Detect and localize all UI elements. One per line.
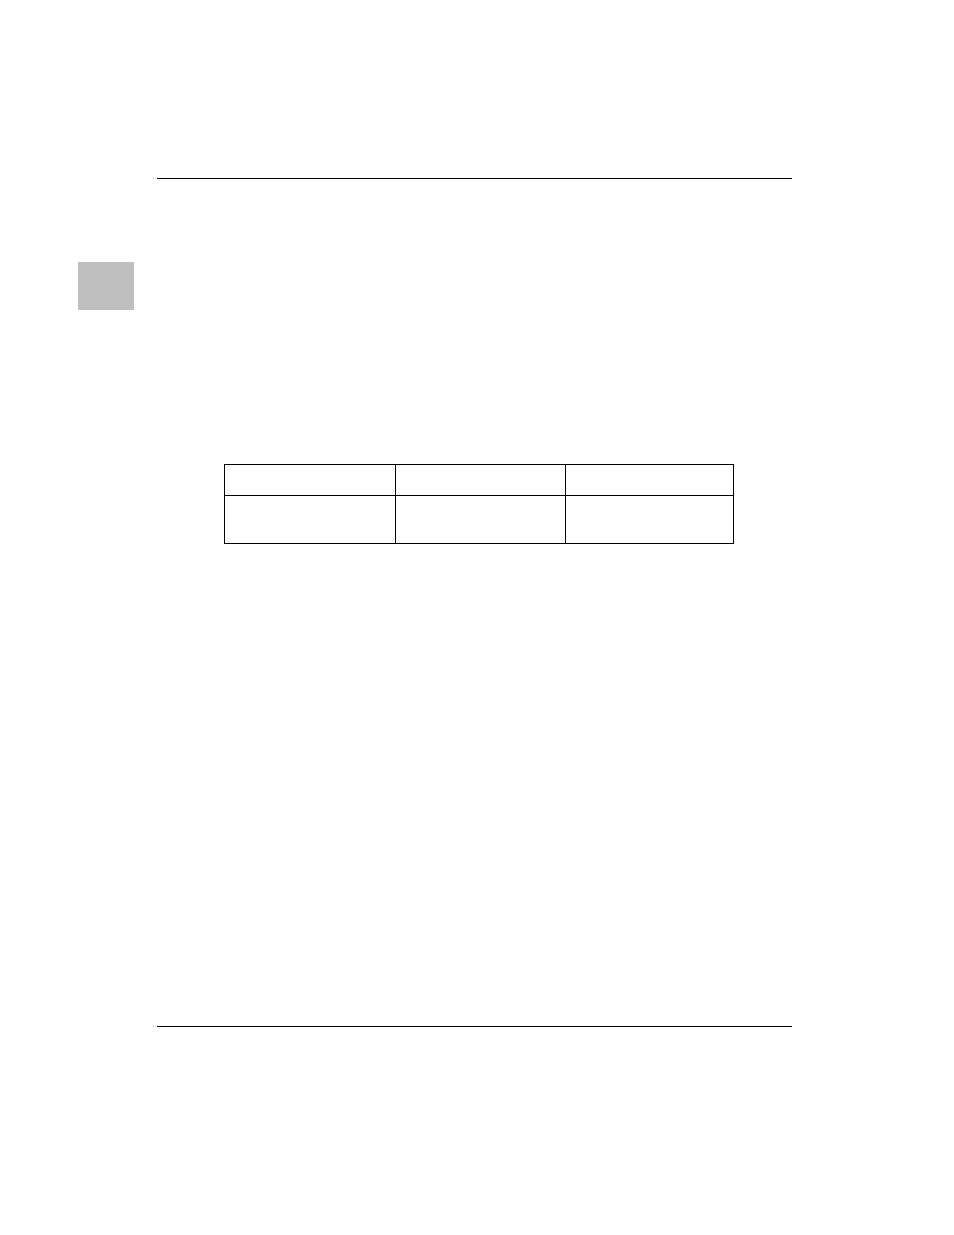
bottom-horizontal-rule (157, 1026, 792, 1027)
margin-gray-block (78, 262, 134, 310)
table-row-divider (225, 495, 733, 496)
table-col-divider-1 (395, 465, 396, 543)
table-col-divider-2 (565, 465, 566, 543)
inline-table (224, 464, 734, 544)
document-page (0, 0, 954, 1235)
top-horizontal-rule (157, 178, 792, 179)
